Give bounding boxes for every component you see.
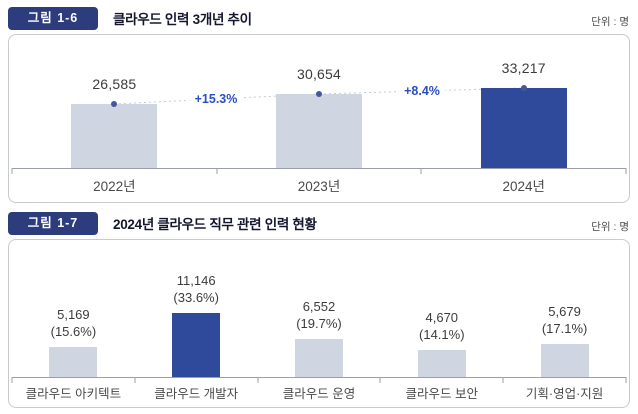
bar-column-developer: 11,146 (33.6%) (135, 272, 258, 377)
chart1-bars: 26,585 30,654 33,217 (12, 35, 626, 168)
percent-text: (33.6%) (173, 290, 219, 305)
percent-text: (17.1%) (541, 321, 588, 336)
bar-column-security: 4,670 (14.1%) (380, 309, 503, 377)
percent-text: (19.7%) (296, 316, 342, 331)
axis-tick (502, 377, 504, 383)
percent-text: (15.6%) (50, 324, 97, 339)
bar-column-2022: 26,585 (12, 76, 217, 168)
figure-1-6-title: 클라우드 인력 3개년 추이 (113, 12, 252, 27)
chart2-plot: 5,169 (15.6%) 11,146 (33.6%) (9, 240, 629, 407)
percent-text: (14.1%) (419, 327, 465, 342)
value-label: 6,552 (19.7%) (296, 298, 342, 332)
bar-operations (294, 339, 343, 377)
bar-2023 (276, 91, 362, 168)
category-label-operations: 클라우드 운영 (282, 387, 356, 401)
axis-tick (379, 377, 381, 383)
category-label-2022: 2022년 (93, 179, 136, 194)
chart1-plot: 26,585 30,654 33,217 (9, 35, 629, 202)
bar-security (417, 350, 466, 377)
axis-tick (134, 377, 136, 383)
category-label-developer: 클라우드 개발자 (154, 387, 239, 401)
chart1-x-axis (11, 168, 627, 174)
bar-2024 (480, 85, 567, 168)
figure-1-6: 그림 1-6 클라우드 인력 3개년 추이 단위 : 명 26,585 (0, 6, 638, 203)
value-text: 5,679 (548, 304, 581, 319)
category-label-2024: 2024년 (502, 179, 545, 194)
growth-label-2023-2024: +8.4% (399, 84, 445, 98)
chart2-category-labels: 클라우드 아키텍트 클라우드 개발자 클라우드 운영 클라우드 보안 기획·영업… (12, 383, 626, 402)
value-text: 5,169 (57, 307, 90, 322)
marker-dot (111, 101, 118, 107)
category-label-architect: 클라우드 아키텍트 (25, 387, 122, 401)
value-label: 30,654 (296, 66, 342, 82)
value-label: 11,146 (33.6%) (173, 272, 219, 306)
value-label: 5,679 (17.1%) (542, 303, 588, 337)
axis-tick (257, 377, 259, 383)
value-label: 26,585 (92, 76, 137, 92)
marker-dot (316, 91, 322, 97)
category-label-security: 클라우드 보안 (405, 387, 479, 401)
bar-column-2024: 33,217 (421, 60, 626, 168)
figure-1-7: 그림 1-7 2024년 클라우드 직무 관련 인력 현황 단위 : 명 5,1… (0, 211, 638, 408)
value-text: 4,670 (425, 310, 459, 325)
figure-1-7-unit-label: 단위 : 명 (591, 221, 629, 233)
axis-tick (625, 377, 627, 383)
growth-label-2022-2023: +15.3% (189, 92, 243, 106)
section-spacer (0, 203, 638, 211)
bar-column-architect: 5,169 (15.6%) (12, 306, 135, 377)
figure-1-7-title: 2024년 클라우드 직무 관련 인력 현황 (113, 217, 317, 232)
figure-1-6-unit-label: 단위 : 명 (591, 16, 629, 28)
axis-tick (420, 168, 422, 174)
chart2-x-axis (11, 377, 627, 383)
value-text: 6,552 (302, 299, 336, 314)
chart1-category-labels: 2022년 2023년 2024년 (12, 175, 626, 195)
bar-architect (49, 347, 98, 377)
chart2-panel: 5,169 (15.6%) 11,146 (33.6%) (8, 239, 630, 408)
marker-dot (520, 85, 527, 91)
value-label: 33,217 (501, 60, 546, 76)
figure-1-7-badge: 그림 1-7 (8, 211, 98, 235)
bar-column-operations: 6,552 (19.7%) (258, 298, 381, 377)
value-label: 4,670 (14.1%) (419, 309, 465, 343)
bar-developer (172, 313, 221, 377)
value-label: 5,169 (15.6%) (51, 306, 97, 340)
bar-column-2023: 30,654 (217, 66, 422, 168)
axis-tick (11, 168, 13, 174)
axis-tick (216, 168, 218, 174)
bar-planning (540, 344, 589, 377)
axis-tick (625, 168, 627, 174)
figure-1-6-badge: 그림 1-6 (8, 6, 98, 30)
bar-column-planning: 5,679 (17.1%) (503, 303, 626, 377)
figure-1-6-header: 그림 1-6 클라우드 인력 3개년 추이 단위 : 명 (8, 6, 629, 30)
bar-2022 (71, 101, 158, 168)
chart1-panel: 26,585 30,654 33,217 (8, 34, 630, 203)
category-label-planning: 기획·영업·지원 (525, 387, 604, 401)
axis-tick (11, 377, 13, 383)
figure-1-7-header: 그림 1-7 2024년 클라우드 직무 관련 인력 현황 단위 : 명 (8, 211, 629, 235)
category-label-2023: 2023년 (297, 179, 341, 194)
chart2-bars: 5,169 (15.6%) 11,146 (33.6%) (12, 240, 626, 377)
value-text: 11,146 (176, 273, 216, 288)
